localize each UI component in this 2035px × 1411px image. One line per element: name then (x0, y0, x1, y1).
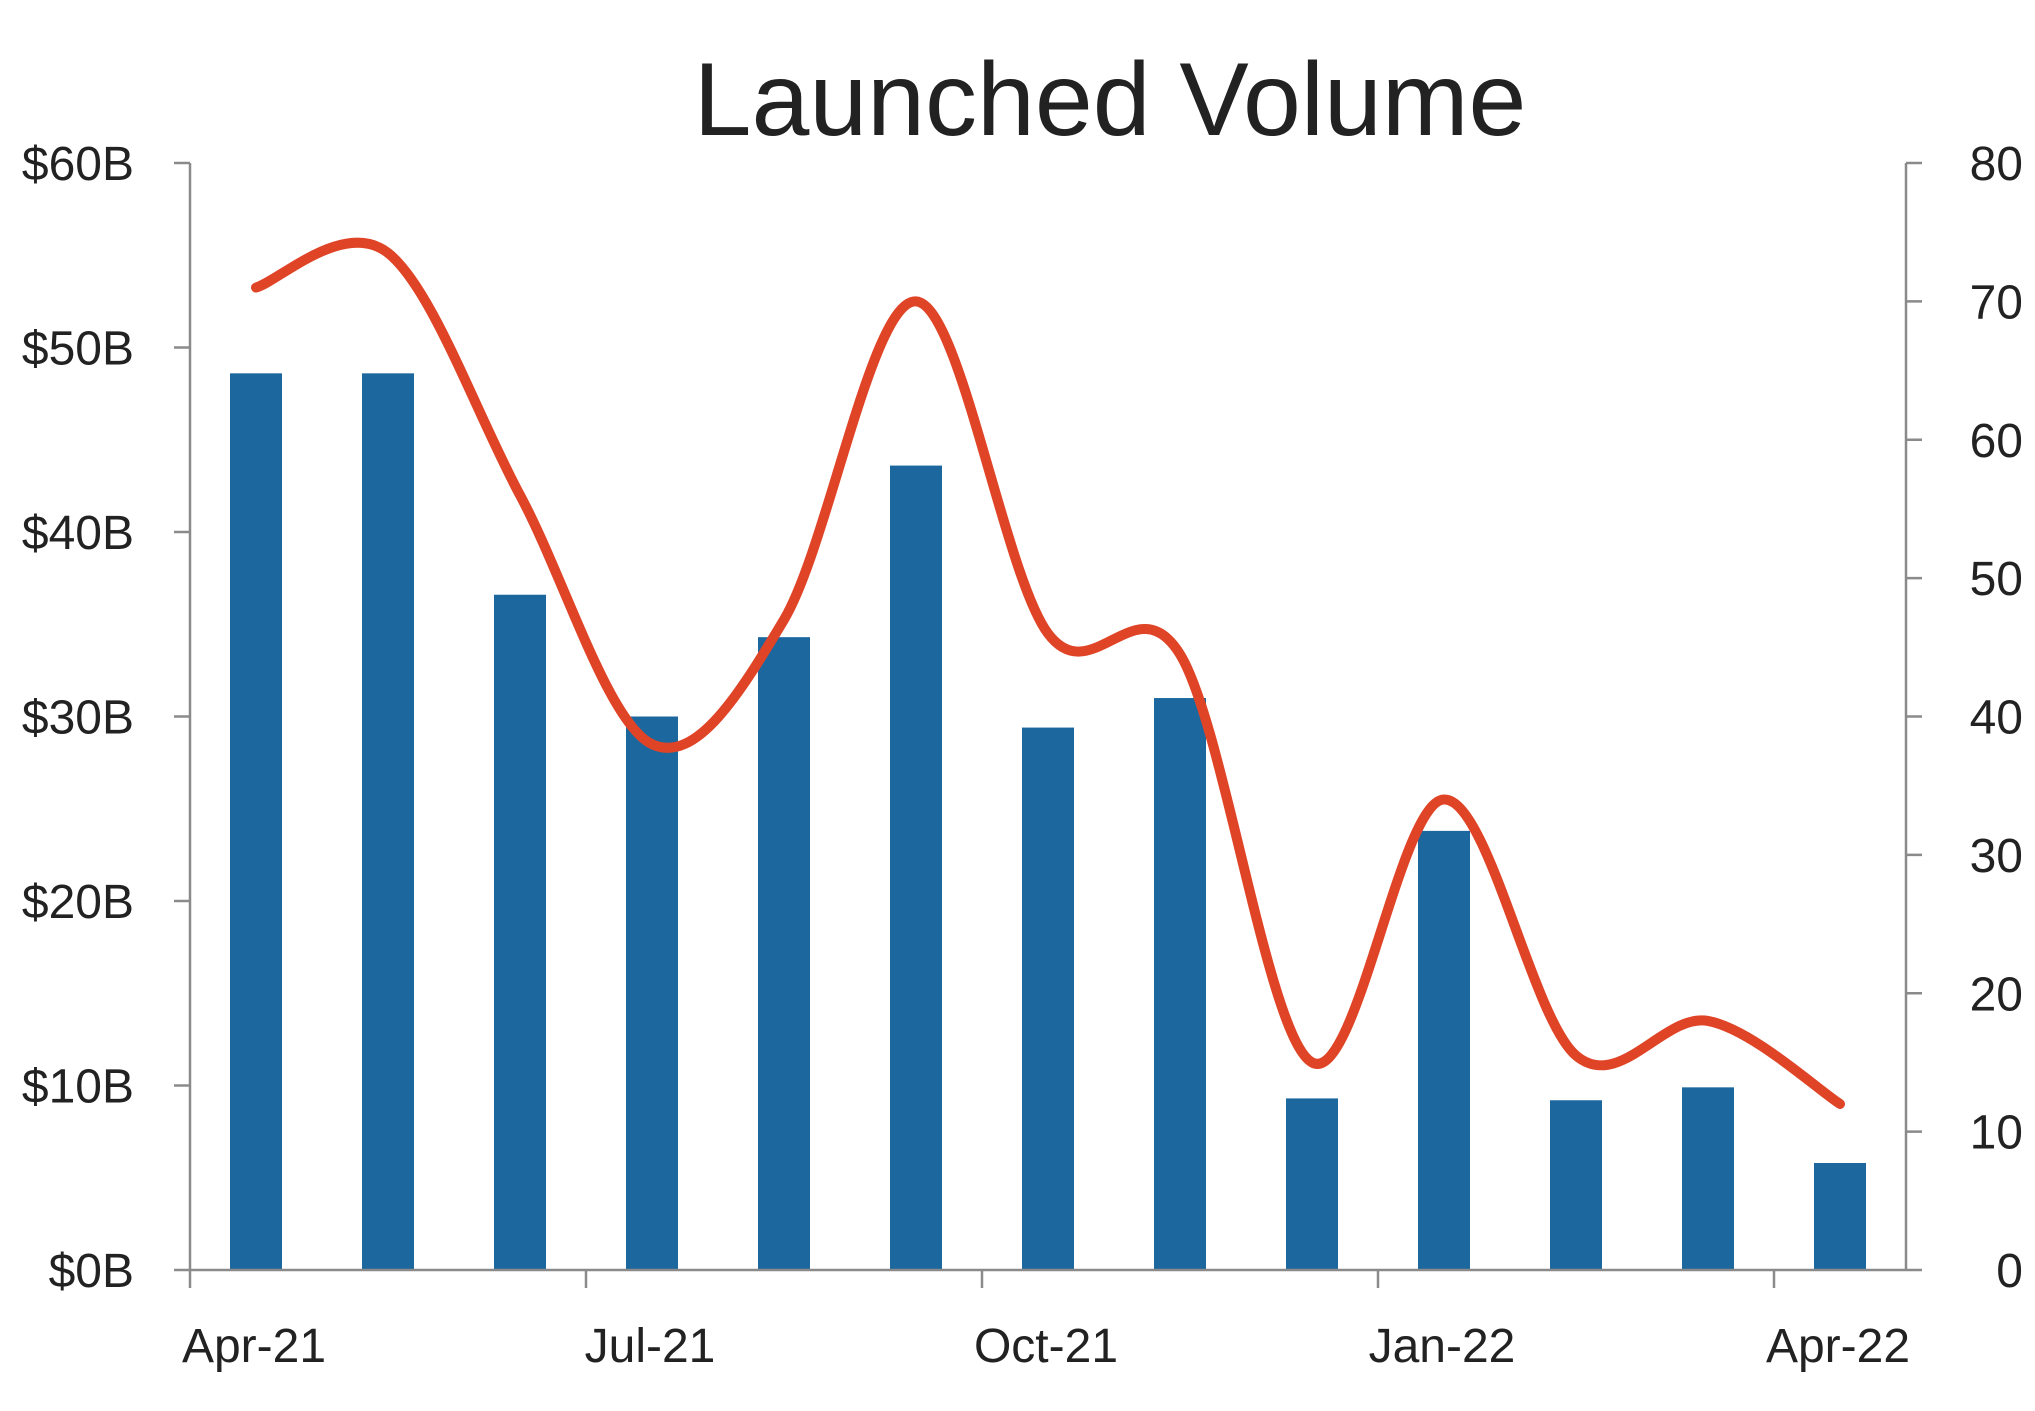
right-tick-label: 10 (1970, 1107, 2023, 1160)
bar (626, 716, 678, 1270)
x-tick-label: Apr-22 (1766, 1320, 1910, 1373)
bar-series (230, 373, 1866, 1271)
right-tick-label: 70 (1970, 276, 2023, 329)
bar (1022, 727, 1074, 1270)
bar (1682, 1087, 1734, 1270)
bar (1418, 830, 1470, 1270)
right-tick-label: 40 (1970, 692, 2023, 745)
left-tick-label: $30B (22, 692, 134, 745)
right-tick-label: 20 (1970, 968, 2023, 1021)
bar (1286, 1098, 1338, 1270)
bar (1814, 1162, 1866, 1270)
bar (230, 373, 282, 1271)
bar (362, 373, 414, 1271)
left-tick-label: $60B (22, 138, 134, 191)
left-tick-label: $50B (22, 323, 134, 376)
left-tick-label: $20B (22, 876, 134, 929)
bar (890, 465, 942, 1271)
left-tick-label: $0B (49, 1245, 134, 1298)
bar (494, 594, 546, 1270)
x-tick-label: Apr-21 (182, 1320, 326, 1373)
right-tick-label: 80 (1970, 138, 2023, 191)
left-tick-label: $40B (22, 507, 134, 560)
right-tick-label: 60 (1970, 415, 2023, 468)
left-tick-label: $10B (22, 1061, 134, 1114)
line-series (251, 237, 1845, 1109)
x-tick-label: Oct-21 (974, 1320, 1118, 1373)
bar (1154, 698, 1206, 1270)
right-tick-label: 50 (1970, 553, 2023, 606)
bar (758, 637, 810, 1270)
left-axis-ticks: $0B $10B $20B $30B $40B $50B $60B (22, 138, 190, 1298)
x-tick-label: Jul-21 (585, 1320, 716, 1373)
chart-title: Launched Volume (694, 42, 1527, 158)
x-axis-ticks: Apr-21 Jul-21 Oct-21 Jan-22 Apr-22 (182, 1270, 1910, 1373)
x-tick-label: Jan-22 (1369, 1320, 1516, 1373)
right-tick-label: 30 (1970, 830, 2023, 883)
right-axis-ticks: 0 10 20 30 40 50 60 70 80 (1906, 138, 2023, 1298)
right-tick-label: 0 (1996, 1245, 2023, 1298)
bar (1550, 1100, 1602, 1270)
